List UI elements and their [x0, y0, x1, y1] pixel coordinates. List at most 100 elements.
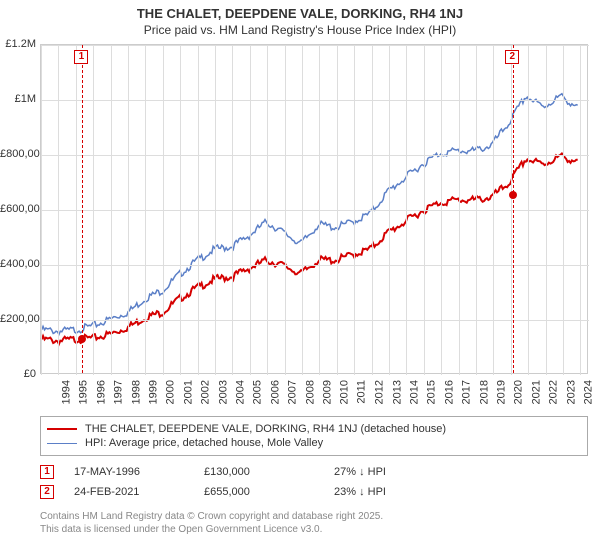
chart-title: THE CHALET, DEEPDENE VALE, DORKING, RH4 …	[0, 6, 600, 21]
legend-label: THE CHALET, DEEPDENE VALE, DORKING, RH4 …	[85, 423, 446, 435]
sale-delta: 23% ↓ HPI	[334, 486, 464, 498]
sale-price: £130,000	[204, 466, 334, 478]
legend-swatch	[47, 428, 77, 430]
gridline-v	[215, 45, 216, 375]
gridline-v	[424, 45, 425, 375]
gridline-v	[406, 45, 407, 375]
x-tick-label: 2011	[355, 380, 367, 404]
x-tick-label: 2023	[565, 380, 577, 404]
x-tick-label: 1997	[113, 380, 125, 404]
x-tick-label: 1995	[78, 380, 90, 404]
y-tick-label: £1.2M	[0, 38, 36, 50]
gridline-v	[476, 45, 477, 375]
sale-marker-box: 2	[40, 485, 54, 499]
marker-dashline	[513, 45, 514, 373]
x-tick-label: 2009	[321, 380, 333, 404]
gridline-v	[302, 45, 303, 375]
gridline-v	[389, 45, 390, 375]
gridline-v	[285, 45, 286, 375]
x-tick-label: 1994	[60, 380, 72, 404]
x-tick-label: 2024	[582, 380, 594, 404]
sale-date: 17-MAY-1996	[74, 466, 204, 478]
x-tick-label: 2008	[304, 380, 316, 404]
y-tick-label: £800,000	[0, 148, 36, 160]
x-tick-label: 2022	[548, 380, 560, 404]
chart-lines-svg	[41, 45, 587, 373]
x-tick-label: 2010	[339, 380, 351, 404]
y-tick-label: £200,000	[0, 313, 36, 325]
chart-container: THE CHALET, DEEPDENE VALE, DORKING, RH4 …	[0, 0, 600, 560]
x-tick-label: 2018	[478, 380, 490, 404]
x-tick-label: 2003	[217, 380, 229, 404]
x-tick-label: 2005	[252, 380, 264, 404]
x-tick-label: 2001	[182, 380, 194, 404]
x-tick-label: 2017	[461, 380, 473, 404]
x-tick-label: 2002	[200, 380, 212, 404]
x-tick-label: 2019	[495, 380, 507, 404]
footnote: Contains HM Land Registry data © Crown c…	[40, 510, 383, 536]
gridline-v	[93, 45, 94, 375]
x-tick-label: 2007	[287, 380, 299, 404]
sales-row: 1 17-MAY-1996 £130,000 27% ↓ HPI	[40, 462, 464, 482]
gridline-v	[198, 45, 199, 375]
gridline-h	[41, 45, 589, 46]
x-tick-label: 2014	[408, 380, 420, 404]
gridline-h	[41, 155, 589, 156]
gridline-v	[111, 45, 112, 375]
series-line	[42, 94, 578, 335]
x-tick-label: 2012	[374, 380, 386, 404]
x-tick-label: 2020	[513, 380, 525, 404]
legend-item: THE CHALET, DEEPDENE VALE, DORKING, RH4 …	[47, 423, 581, 435]
gridline-v	[354, 45, 355, 375]
gridline-v	[528, 45, 529, 375]
gridline-h	[41, 210, 589, 211]
x-tick-label: 2016	[443, 380, 455, 404]
gridline-v	[163, 45, 164, 375]
gridline-v	[372, 45, 373, 375]
x-tick-label: 1999	[147, 380, 159, 404]
y-tick-label: £1M	[0, 93, 36, 105]
legend-item: HPI: Average price, detached house, Mole…	[47, 437, 581, 449]
gridline-v	[41, 45, 42, 375]
sale-price: £655,000	[204, 486, 334, 498]
marker-dot	[78, 335, 86, 343]
y-tick-label: £0	[0, 368, 36, 380]
sale-marker-box: 1	[40, 465, 54, 479]
y-tick-label: £600,000	[0, 203, 36, 215]
gridline-v	[319, 45, 320, 375]
gridline-v	[250, 45, 251, 375]
legend-label: HPI: Average price, detached house, Mole…	[85, 437, 323, 449]
gridline-v	[145, 45, 146, 375]
sale-delta: 27% ↓ HPI	[334, 466, 464, 478]
gridline-v	[337, 45, 338, 375]
legend-swatch	[47, 443, 77, 444]
gridline-v	[441, 45, 442, 375]
gridline-v	[232, 45, 233, 375]
marker-box: 1	[74, 50, 88, 64]
x-tick-label: 2006	[269, 380, 281, 404]
gridline-v	[128, 45, 129, 375]
x-tick-label: 1996	[95, 380, 107, 404]
gridline-v	[580, 45, 581, 375]
gridline-v	[493, 45, 494, 375]
gridline-h	[41, 100, 589, 101]
x-tick-label: 2013	[391, 380, 403, 404]
y-tick-label: £400,000	[0, 258, 36, 270]
sales-row: 2 24-FEB-2021 £655,000 23% ↓ HPI	[40, 482, 464, 502]
gridline-v	[58, 45, 59, 375]
x-tick-label: 1998	[130, 380, 142, 404]
footnote-line: This data is licensed under the Open Gov…	[40, 523, 383, 536]
sales-table: 1 17-MAY-1996 £130,000 27% ↓ HPI 2 24-FE…	[40, 462, 464, 502]
gridline-v	[459, 45, 460, 375]
title-block: THE CHALET, DEEPDENE VALE, DORKING, RH4 …	[0, 0, 600, 41]
x-tick-label: 2015	[426, 380, 438, 404]
x-tick-label: 2021	[530, 380, 542, 404]
marker-dashline	[82, 45, 83, 373]
chart-plot-area	[40, 44, 588, 374]
marker-box: 2	[505, 50, 519, 64]
sale-date: 24-FEB-2021	[74, 486, 204, 498]
gridline-v	[546, 45, 547, 375]
gridline-v	[511, 45, 512, 375]
legend: THE CHALET, DEEPDENE VALE, DORKING, RH4 …	[40, 416, 588, 456]
gridline-v	[76, 45, 77, 375]
